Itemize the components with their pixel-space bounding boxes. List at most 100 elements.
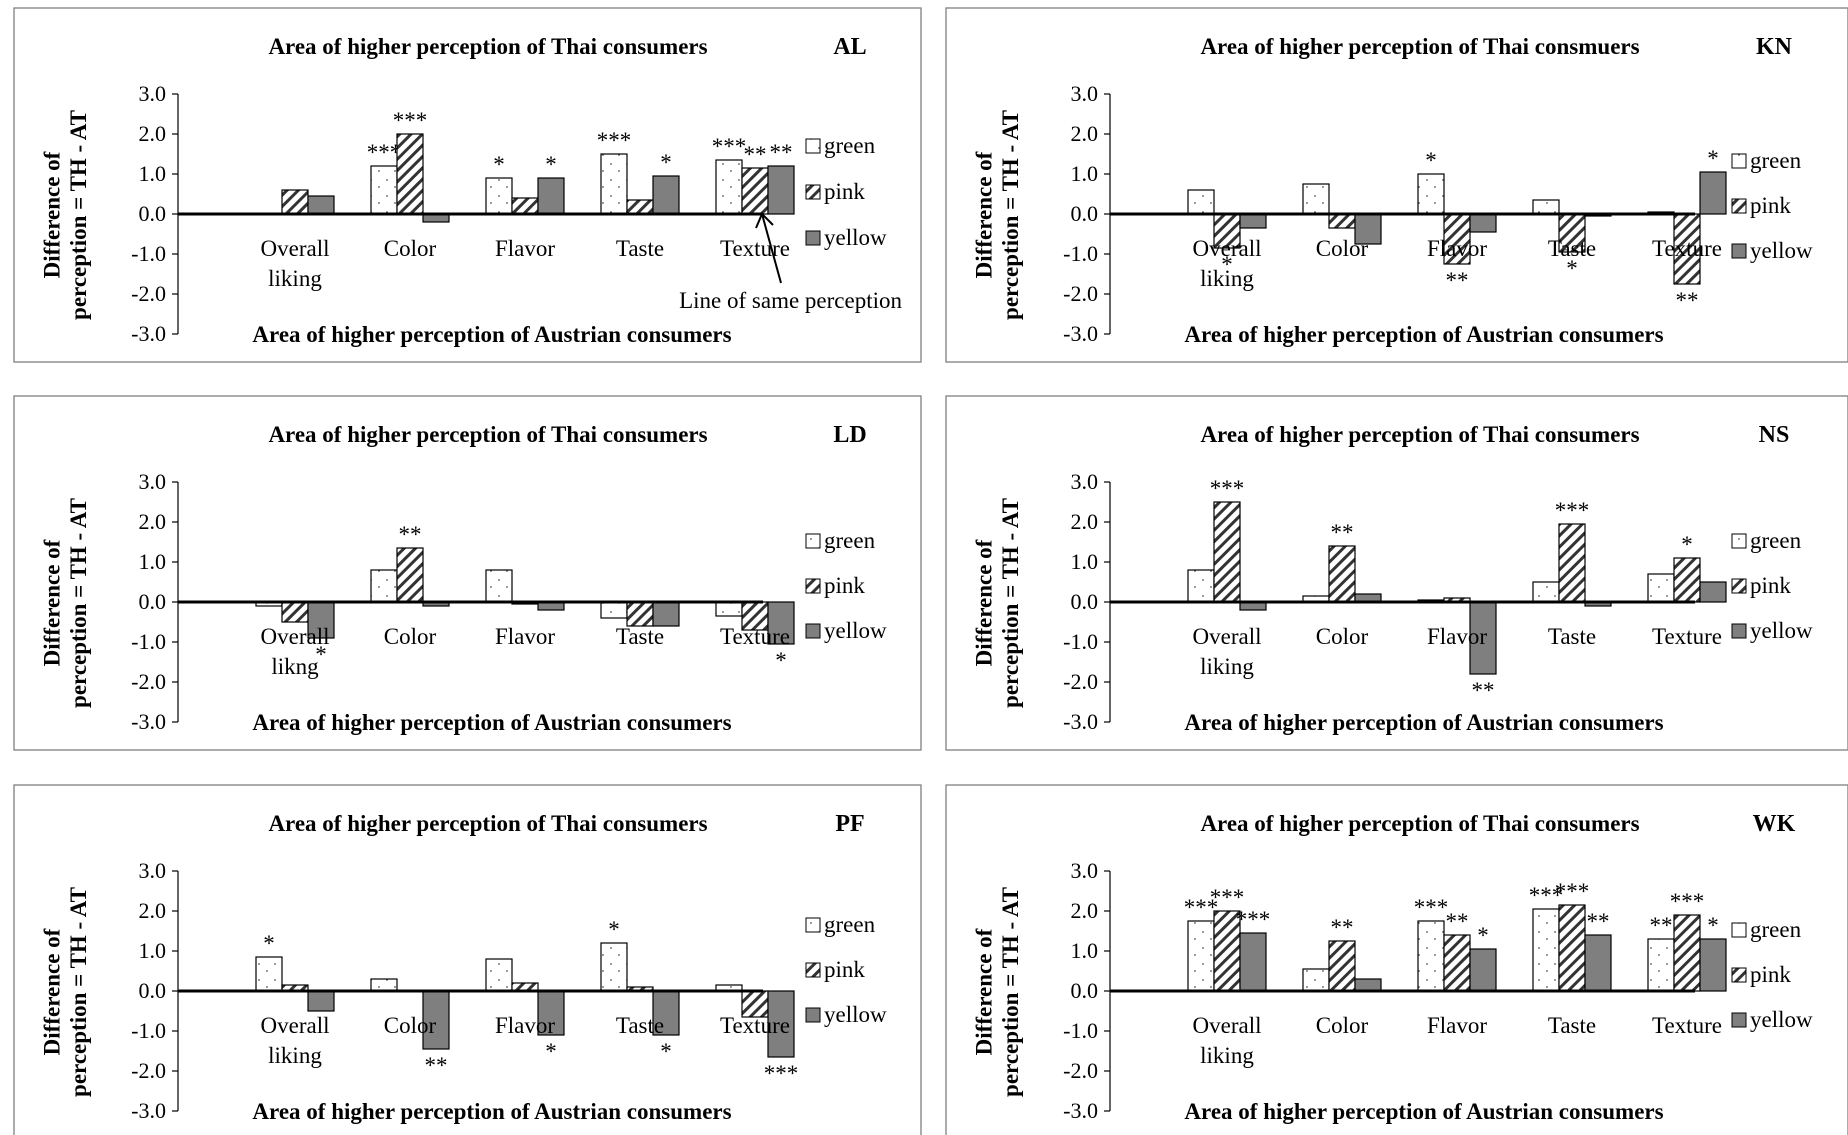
bar-pink (1328, 213, 1356, 229)
chart-panel-kn: Area of higher perception of Thai consmu… (945, 7, 1848, 363)
category-label: liking (268, 266, 322, 291)
bar-yellow (307, 195, 335, 215)
significance-label: * (1707, 146, 1719, 171)
bar-yellow (652, 175, 680, 215)
bar-pink (1558, 523, 1586, 603)
y-tick-label: -3.0 (131, 709, 166, 734)
significance-label: * (493, 152, 505, 177)
panel-code: NS (1759, 422, 1790, 448)
legend-swatch-green (1731, 533, 1747, 549)
significance-label: *** (1555, 498, 1590, 523)
category-label: Taste (1548, 624, 1596, 649)
legend-label-yellow: yellow (824, 225, 887, 250)
category-label: Texture (1652, 624, 1722, 649)
y-tick-label: 2.0 (139, 898, 167, 923)
y-tick-label: -3.0 (131, 1098, 166, 1123)
y-tick-label: 3.0 (1071, 858, 1099, 883)
y-tick-label: 2.0 (139, 509, 167, 534)
title-top: Area of higher perception of Thai consum… (268, 34, 707, 59)
significance-label: * (263, 931, 275, 956)
y-tick-label: 0.0 (139, 978, 167, 1003)
bar-yellow (1469, 601, 1497, 675)
bar-green (715, 601, 743, 617)
title-top: Area of higher perception of Thai consum… (268, 422, 707, 447)
legend-label-pink: pink (1750, 573, 1791, 598)
significance-label: *** (367, 140, 402, 165)
category-label: Overall (1193, 1013, 1262, 1038)
significance-label: ** (1331, 915, 1354, 940)
legend-label-yellow: yellow (1750, 618, 1813, 643)
category-label: Color (384, 1013, 437, 1038)
bar-pink (1213, 501, 1241, 603)
bar-green (1302, 968, 1330, 992)
bar-pink (1673, 914, 1701, 992)
category-label: liking (1200, 654, 1254, 679)
bar-pink (281, 189, 309, 215)
bar-green (600, 942, 628, 992)
significance-label: ** (1331, 520, 1354, 545)
category-label: Taste (1548, 236, 1596, 261)
y-tick-label: 1.0 (1071, 938, 1099, 963)
legend-swatch-green (805, 533, 821, 549)
y-tick-label: 2.0 (1071, 509, 1099, 534)
significance-label: *** (1210, 476, 1245, 501)
y-tick-label: 0.0 (1071, 201, 1099, 226)
y-axis-label: Difference ofperception = TH - AT (971, 498, 1022, 708)
bar-green (370, 165, 398, 215)
bar-green (1647, 573, 1675, 603)
category-label: Overall (261, 1013, 330, 1038)
title-top: Area of higher perception of Thai consum… (268, 811, 707, 836)
legend-swatch-yellow (805, 230, 821, 246)
legend-swatch-pink (1731, 967, 1747, 983)
bar-pink (1213, 213, 1241, 249)
y-tick-label: -3.0 (131, 321, 166, 346)
bar-pink (1328, 940, 1356, 992)
panel-code: PF (835, 811, 864, 837)
bar-pink (1558, 213, 1586, 253)
bar-yellow (1239, 213, 1267, 229)
legend-label-green: green (824, 528, 876, 553)
category-label: Texture (1652, 1013, 1722, 1038)
significance-label: * (1425, 148, 1437, 173)
y-tick-label: -1.0 (1063, 629, 1098, 654)
y-tick-label: -2.0 (1063, 281, 1098, 306)
bar-yellow (1699, 581, 1727, 603)
significance-label: * (1707, 913, 1719, 938)
y-tick-label: -1.0 (131, 241, 166, 266)
annotation-text: Line of same perception (679, 288, 902, 313)
y-tick-label: 1.0 (139, 549, 167, 574)
category-label: Color (384, 624, 437, 649)
bar-pink (741, 167, 769, 215)
bar-yellow (767, 990, 795, 1058)
bar-green (485, 177, 513, 215)
panel-code: KN (1756, 34, 1793, 60)
significance-label: *** (712, 134, 747, 159)
category-label: Overall (1193, 236, 1262, 261)
category-label: Flavor (1427, 236, 1487, 261)
significance-label: ** (770, 140, 793, 165)
y-tick-label: 1.0 (1071, 549, 1099, 574)
panel-border (945, 7, 1848, 363)
significance-label: * (1566, 256, 1578, 281)
significance-label: ** (1650, 913, 1673, 938)
legend-label-yellow: yellow (824, 618, 887, 643)
y-tick-label: 0.0 (139, 201, 167, 226)
bar-yellow (1584, 934, 1612, 992)
y-tick-label: -2.0 (131, 1058, 166, 1083)
bar-green (255, 956, 283, 992)
y-tick-label: -2.0 (1063, 1058, 1098, 1083)
bar-green (1417, 920, 1445, 992)
bar-pink (396, 547, 424, 603)
significance-label: ** (1446, 909, 1469, 934)
title-bottom: Area of higher perception of Austrian co… (252, 1099, 731, 1124)
bar-yellow (652, 990, 680, 1036)
y-tick-label: 2.0 (1071, 898, 1099, 923)
category-label: Flavor (495, 1013, 555, 1038)
category-label: Texture (720, 624, 790, 649)
bar-green (485, 958, 513, 992)
y-tick-label: -1.0 (131, 629, 166, 654)
y-tick-label: 3.0 (139, 81, 167, 106)
bar-green (485, 569, 513, 603)
category-label: Flavor (1427, 1013, 1487, 1038)
chart-panel-ns: Area of higher perception of Thai consum… (945, 395, 1848, 751)
